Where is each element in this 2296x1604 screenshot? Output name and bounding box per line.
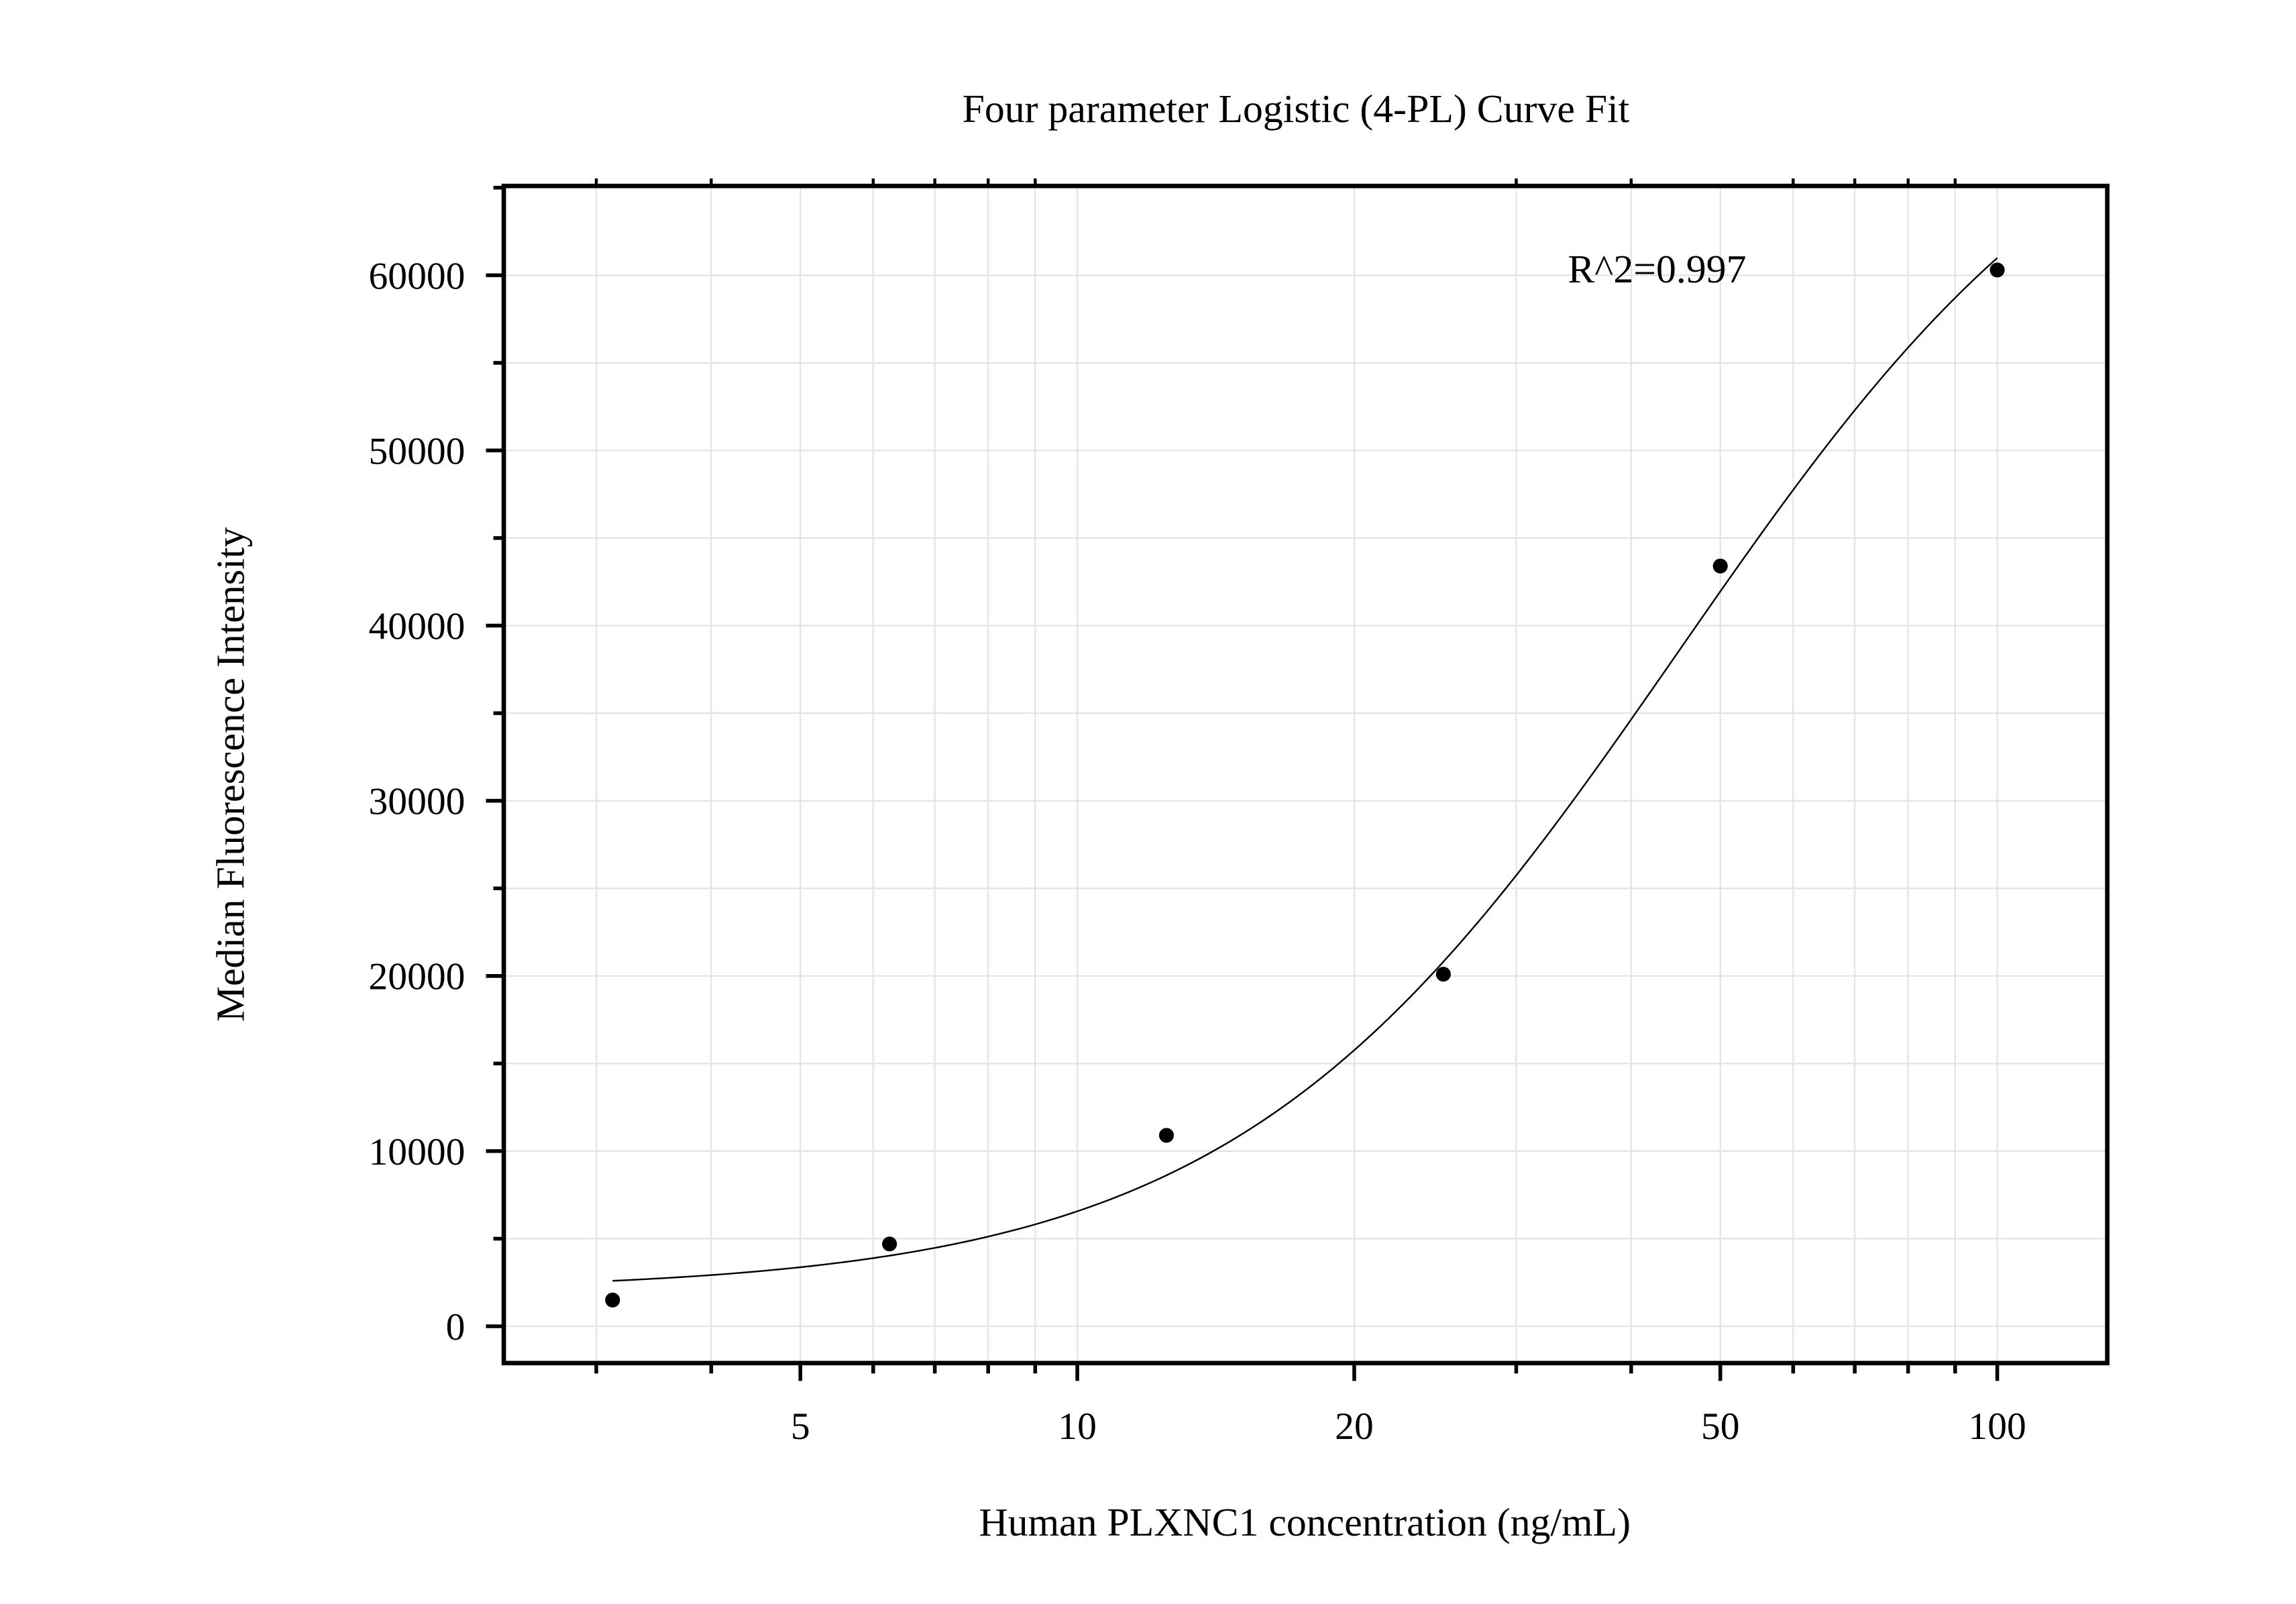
axis-ticks: [486, 178, 2000, 1381]
tick-labels: 5 10 20 50 100 0 10000 20000 30000 40000 50000 6000…: [368, 255, 2026, 1448]
x-tick-label: 50: [1701, 1405, 1740, 1448]
data-points: [605, 262, 2005, 1307]
y-tick-label: 40000: [368, 606, 465, 648]
x-axis-label: Human PLXNC1 concentration (ng/mL): [979, 1500, 1631, 1544]
grid: [504, 186, 2108, 1363]
data-point: [1712, 558, 1728, 574]
data-point: [1158, 1128, 1174, 1143]
fit-curve: [612, 257, 1998, 1282]
y-tick-label: 0: [446, 1306, 466, 1348]
y-tick-label: 20000: [368, 956, 465, 998]
data-point: [1435, 967, 1451, 982]
data-point: [1989, 262, 2005, 278]
y-tick-label: 30000: [368, 781, 465, 823]
y-tick-label: 60000: [368, 255, 465, 297]
y-tick-label: 50000: [368, 430, 465, 472]
y-axis-label: Median Fluorescence Intensity: [208, 527, 252, 1022]
r-squared-annotation: R^2=0.997: [1568, 247, 1746, 291]
x-tick-label: 100: [1968, 1405, 2026, 1448]
y-tick-label: 10000: [368, 1131, 465, 1173]
chart-title: Four parameter Logistic (4-PL) Curve Fit: [963, 87, 1630, 131]
x-tick-label: 20: [1335, 1405, 1374, 1448]
plot-frame: [501, 183, 2110, 1366]
x-tick-label: 10: [1058, 1405, 1097, 1448]
data-point: [605, 1292, 620, 1307]
x-tick-label: 5: [791, 1405, 810, 1448]
data-point: [882, 1236, 897, 1252]
